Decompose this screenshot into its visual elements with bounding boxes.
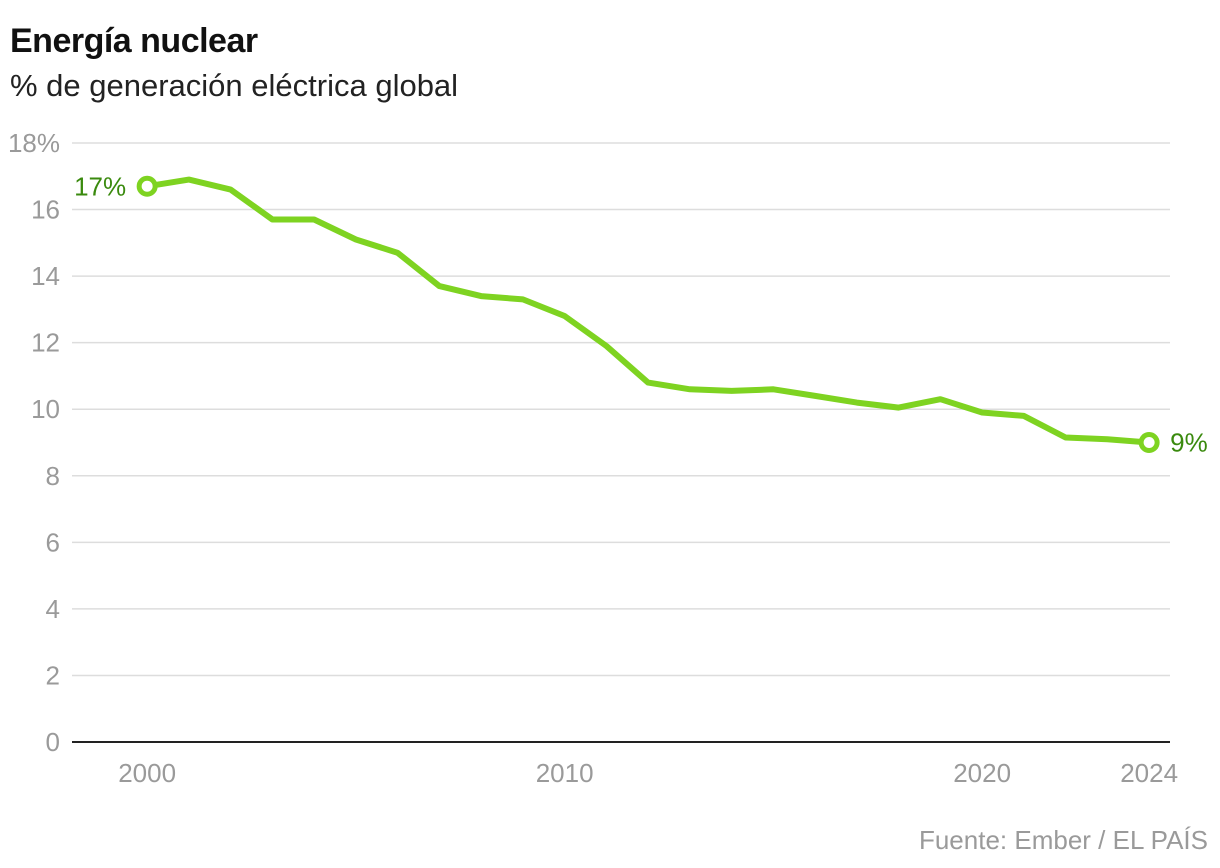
x-tick-label: 2024 <box>1120 758 1178 788</box>
series-layer <box>144 176 1153 446</box>
data-point <box>186 177 192 183</box>
y-tick-label: 8 <box>46 461 60 491</box>
chart-subtitle: % de generación eléctrica global <box>10 68 459 103</box>
x-tick-label: 2010 <box>536 758 594 788</box>
y-tick-label: 14 <box>31 261 60 291</box>
endpoint-marker <box>1138 432 1160 453</box>
data-point <box>436 283 442 289</box>
y-tick-label: 16 <box>31 195 60 225</box>
data-point <box>937 396 943 402</box>
data-point <box>729 388 735 394</box>
data-point <box>645 380 651 386</box>
x-tick-label: 2020 <box>953 758 1011 788</box>
data-point <box>1063 435 1069 441</box>
data-point <box>353 237 359 243</box>
data-point <box>979 410 985 416</box>
data-point <box>687 386 693 392</box>
y-tick-label: 6 <box>46 527 60 557</box>
endpoint-marker <box>136 175 158 197</box>
data-point <box>603 343 609 349</box>
chart-title: Energía nuclear <box>10 22 258 60</box>
y-tick-label: 18% <box>8 128 60 158</box>
x-axis-ticks: 2000 2010 2020 2024 <box>118 758 1178 788</box>
x-tick-label: 2000 <box>118 758 176 788</box>
annotations: 17% 9% <box>74 171 1208 457</box>
data-point <box>478 293 484 299</box>
series-line-nuclear <box>144 176 1153 446</box>
source-credit: Fuente: Ember / EL PAÍS <box>918 825 1208 855</box>
data-point <box>1021 413 1027 419</box>
data-point <box>854 400 860 406</box>
data-point <box>520 296 526 302</box>
data-point <box>228 187 234 193</box>
endpoint-value-label: 9% <box>1170 428 1208 458</box>
data-point <box>311 217 317 223</box>
data-point <box>1104 436 1110 442</box>
endpoint-value-label: 17% <box>74 171 126 201</box>
gridlines <box>72 142 1170 677</box>
y-tick-label: 4 <box>46 594 60 624</box>
y-tick-label: 12 <box>31 328 60 358</box>
data-point <box>269 217 275 223</box>
y-tick-label: 10 <box>31 394 60 424</box>
y-tick-label: 2 <box>46 660 60 690</box>
data-point <box>812 393 818 399</box>
data-point <box>562 313 568 319</box>
data-point <box>896 405 902 411</box>
data-point <box>770 386 776 392</box>
y-axis-ticks: 0 2 4 6 8 10 12 14 16 18% <box>8 128 60 757</box>
y-tick-label: 0 <box>46 727 60 757</box>
data-point <box>395 250 401 256</box>
